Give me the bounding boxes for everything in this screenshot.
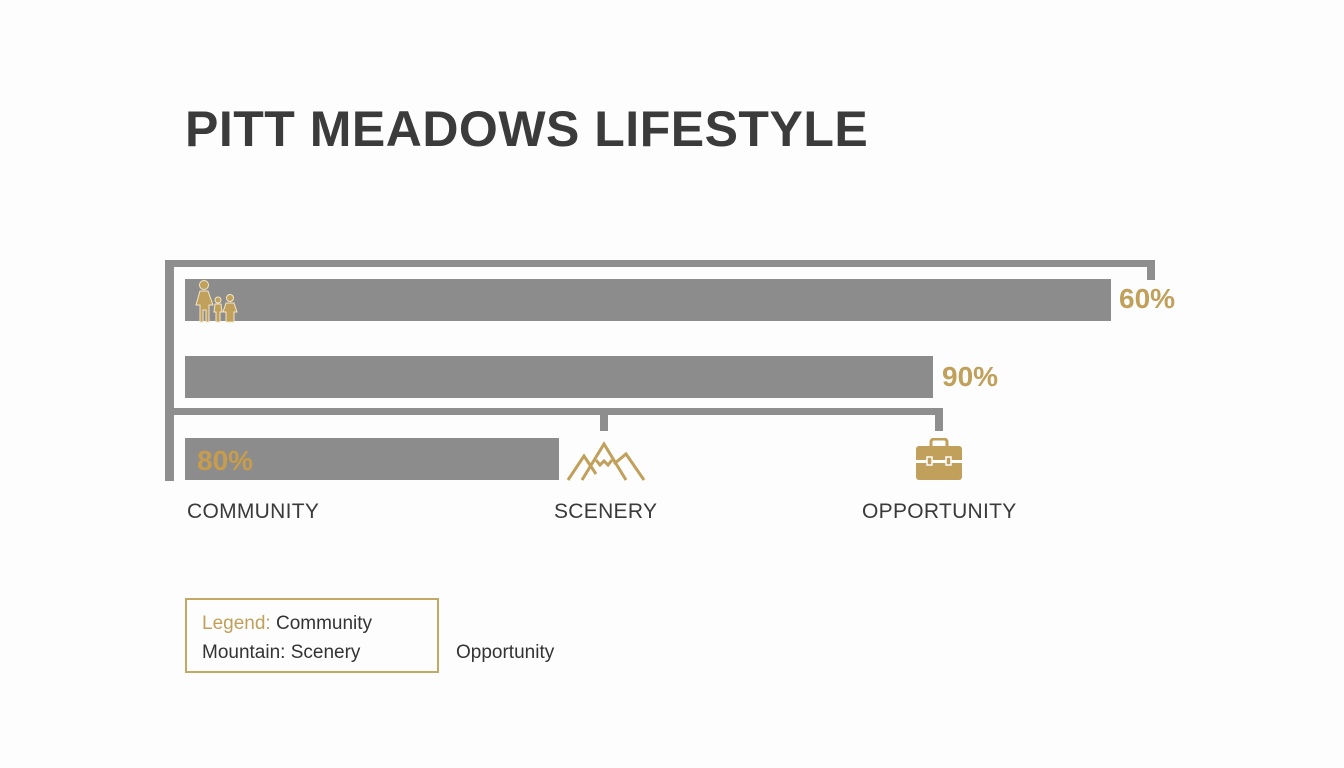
legend-community: Community (270, 613, 373, 634)
bar-scenery (185, 356, 933, 398)
bar-label-opportunity: 80% (197, 445, 254, 476)
legend-box: Legend: Community Mountain: Scenery (185, 598, 439, 673)
bar-label-community: 60% (1119, 283, 1176, 314)
page-title: PITT MEADOWS LIFESTYLE (185, 101, 869, 157)
bar-opportunity (185, 438, 559, 480)
bar-label-scenery: 90% (942, 361, 999, 392)
category-label-scenery: SCENERY (554, 500, 658, 523)
scenery-connector (600, 408, 608, 431)
legend-opportunity: Opportunity (456, 642, 555, 663)
opportunity-connector (935, 408, 943, 431)
outer-bracket-drop (1147, 260, 1155, 280)
category-label-opportunity: OPPORTUNITY (862, 500, 1017, 523)
category-label-community: COMMUNITY (187, 500, 320, 523)
legend-key: Legend: (202, 613, 271, 634)
legend-line-2: Mountain: Scenery (202, 642, 361, 663)
family-icon (192, 279, 240, 323)
briefcase-icon (914, 438, 964, 482)
outer-bracket-top (165, 260, 1155, 267)
legend-line-1: Legend: Community (202, 613, 372, 635)
inner-bracket-top (174, 408, 943, 415)
mountain-icon (566, 440, 648, 482)
outer-bracket-vertical (165, 260, 174, 481)
bar-community (185, 279, 1111, 321)
